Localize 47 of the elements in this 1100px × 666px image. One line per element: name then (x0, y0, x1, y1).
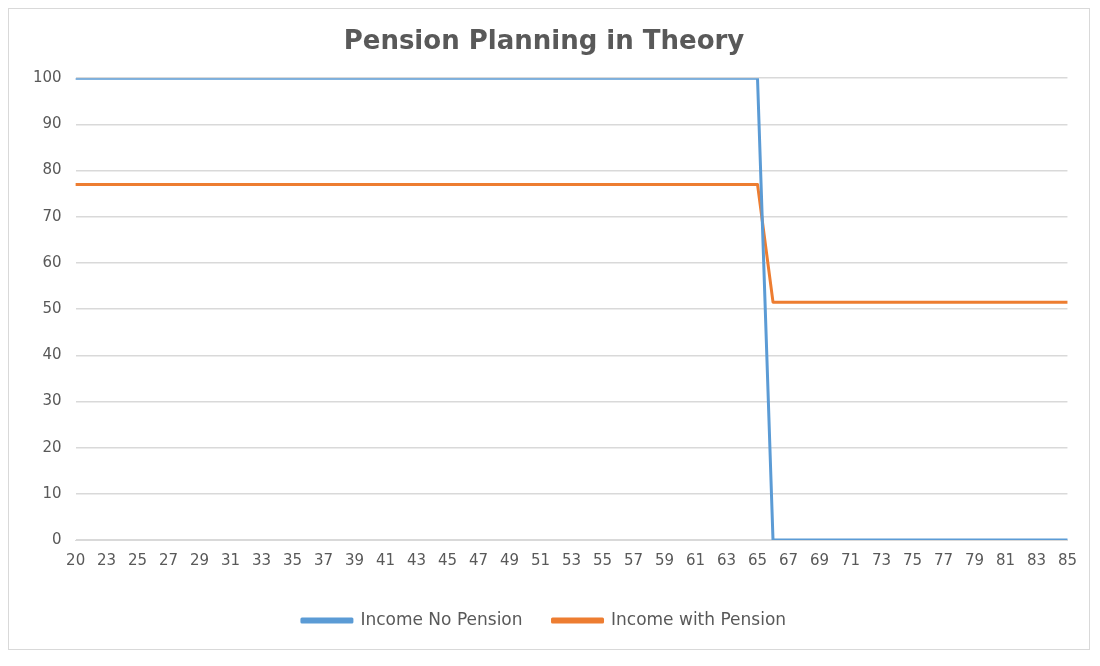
x-tick-label: 23 (97, 550, 117, 569)
x-tick-label: 45 (438, 550, 458, 569)
y-tick-label: 30 (42, 391, 62, 410)
x-tick-label: 63 (716, 550, 737, 569)
x-tick-label: 47 (469, 550, 489, 569)
x-tick-label: 85 (1057, 550, 1077, 569)
x-tick-label: 35 (283, 550, 303, 569)
y-tick-label: 40 (42, 345, 62, 364)
x-tick-label: 51 (531, 550, 551, 569)
x-tick-label: 43 (407, 550, 427, 569)
x-tick-label: 33 (252, 550, 272, 569)
x-tick-label: 67 (778, 550, 799, 569)
y-tick-label: 50 (42, 298, 62, 317)
y-tick-label: 70 (42, 206, 62, 225)
x-tick-label: 83 (1026, 550, 1047, 569)
chart-title: Pension Planning in Theory (343, 25, 745, 56)
x-tick-label: 39 (345, 550, 365, 569)
x-tick-label: 59 (654, 550, 675, 569)
legend-label: Income with Pension (611, 608, 787, 629)
x-tick-label: 73 (871, 550, 892, 569)
x-tick-label: 37 (314, 550, 334, 569)
x-tick-label: 49 (500, 550, 520, 569)
x-tick-label: 41 (376, 550, 396, 569)
y-tick-label: 90 (42, 114, 62, 133)
y-tick-label: 20 (42, 437, 62, 456)
y-tick-label: 60 (42, 252, 62, 271)
y-tick-label: 80 (42, 160, 62, 179)
x-tick-label: 75 (902, 550, 923, 569)
x-tick-label: 61 (685, 550, 706, 569)
x-tick-label: 55 (592, 550, 613, 569)
x-tick-label: 57 (623, 550, 644, 569)
x-tick-label: 69 (809, 550, 830, 569)
x-tick-label: 31 (221, 550, 241, 569)
x-tick-label: 81 (995, 550, 1016, 569)
legend-label: Income No Pension (360, 608, 523, 629)
y-tick-label: 100 (32, 68, 62, 87)
x-tick-label: 29 (190, 550, 210, 569)
x-tick-label: 27 (159, 550, 179, 569)
x-tick-label: 77 (933, 550, 954, 569)
y-tick-label: 10 (42, 483, 62, 502)
x-tick-label: 79 (964, 550, 985, 569)
x-tick-label: 20 (66, 550, 86, 569)
x-tick-label: 71 (840, 550, 861, 569)
x-tick-label: 25 (128, 550, 148, 569)
x-tick-label: 65 (747, 550, 768, 569)
x-tick-label: 53 (562, 550, 582, 569)
y-tick-label: 0 (52, 529, 62, 548)
